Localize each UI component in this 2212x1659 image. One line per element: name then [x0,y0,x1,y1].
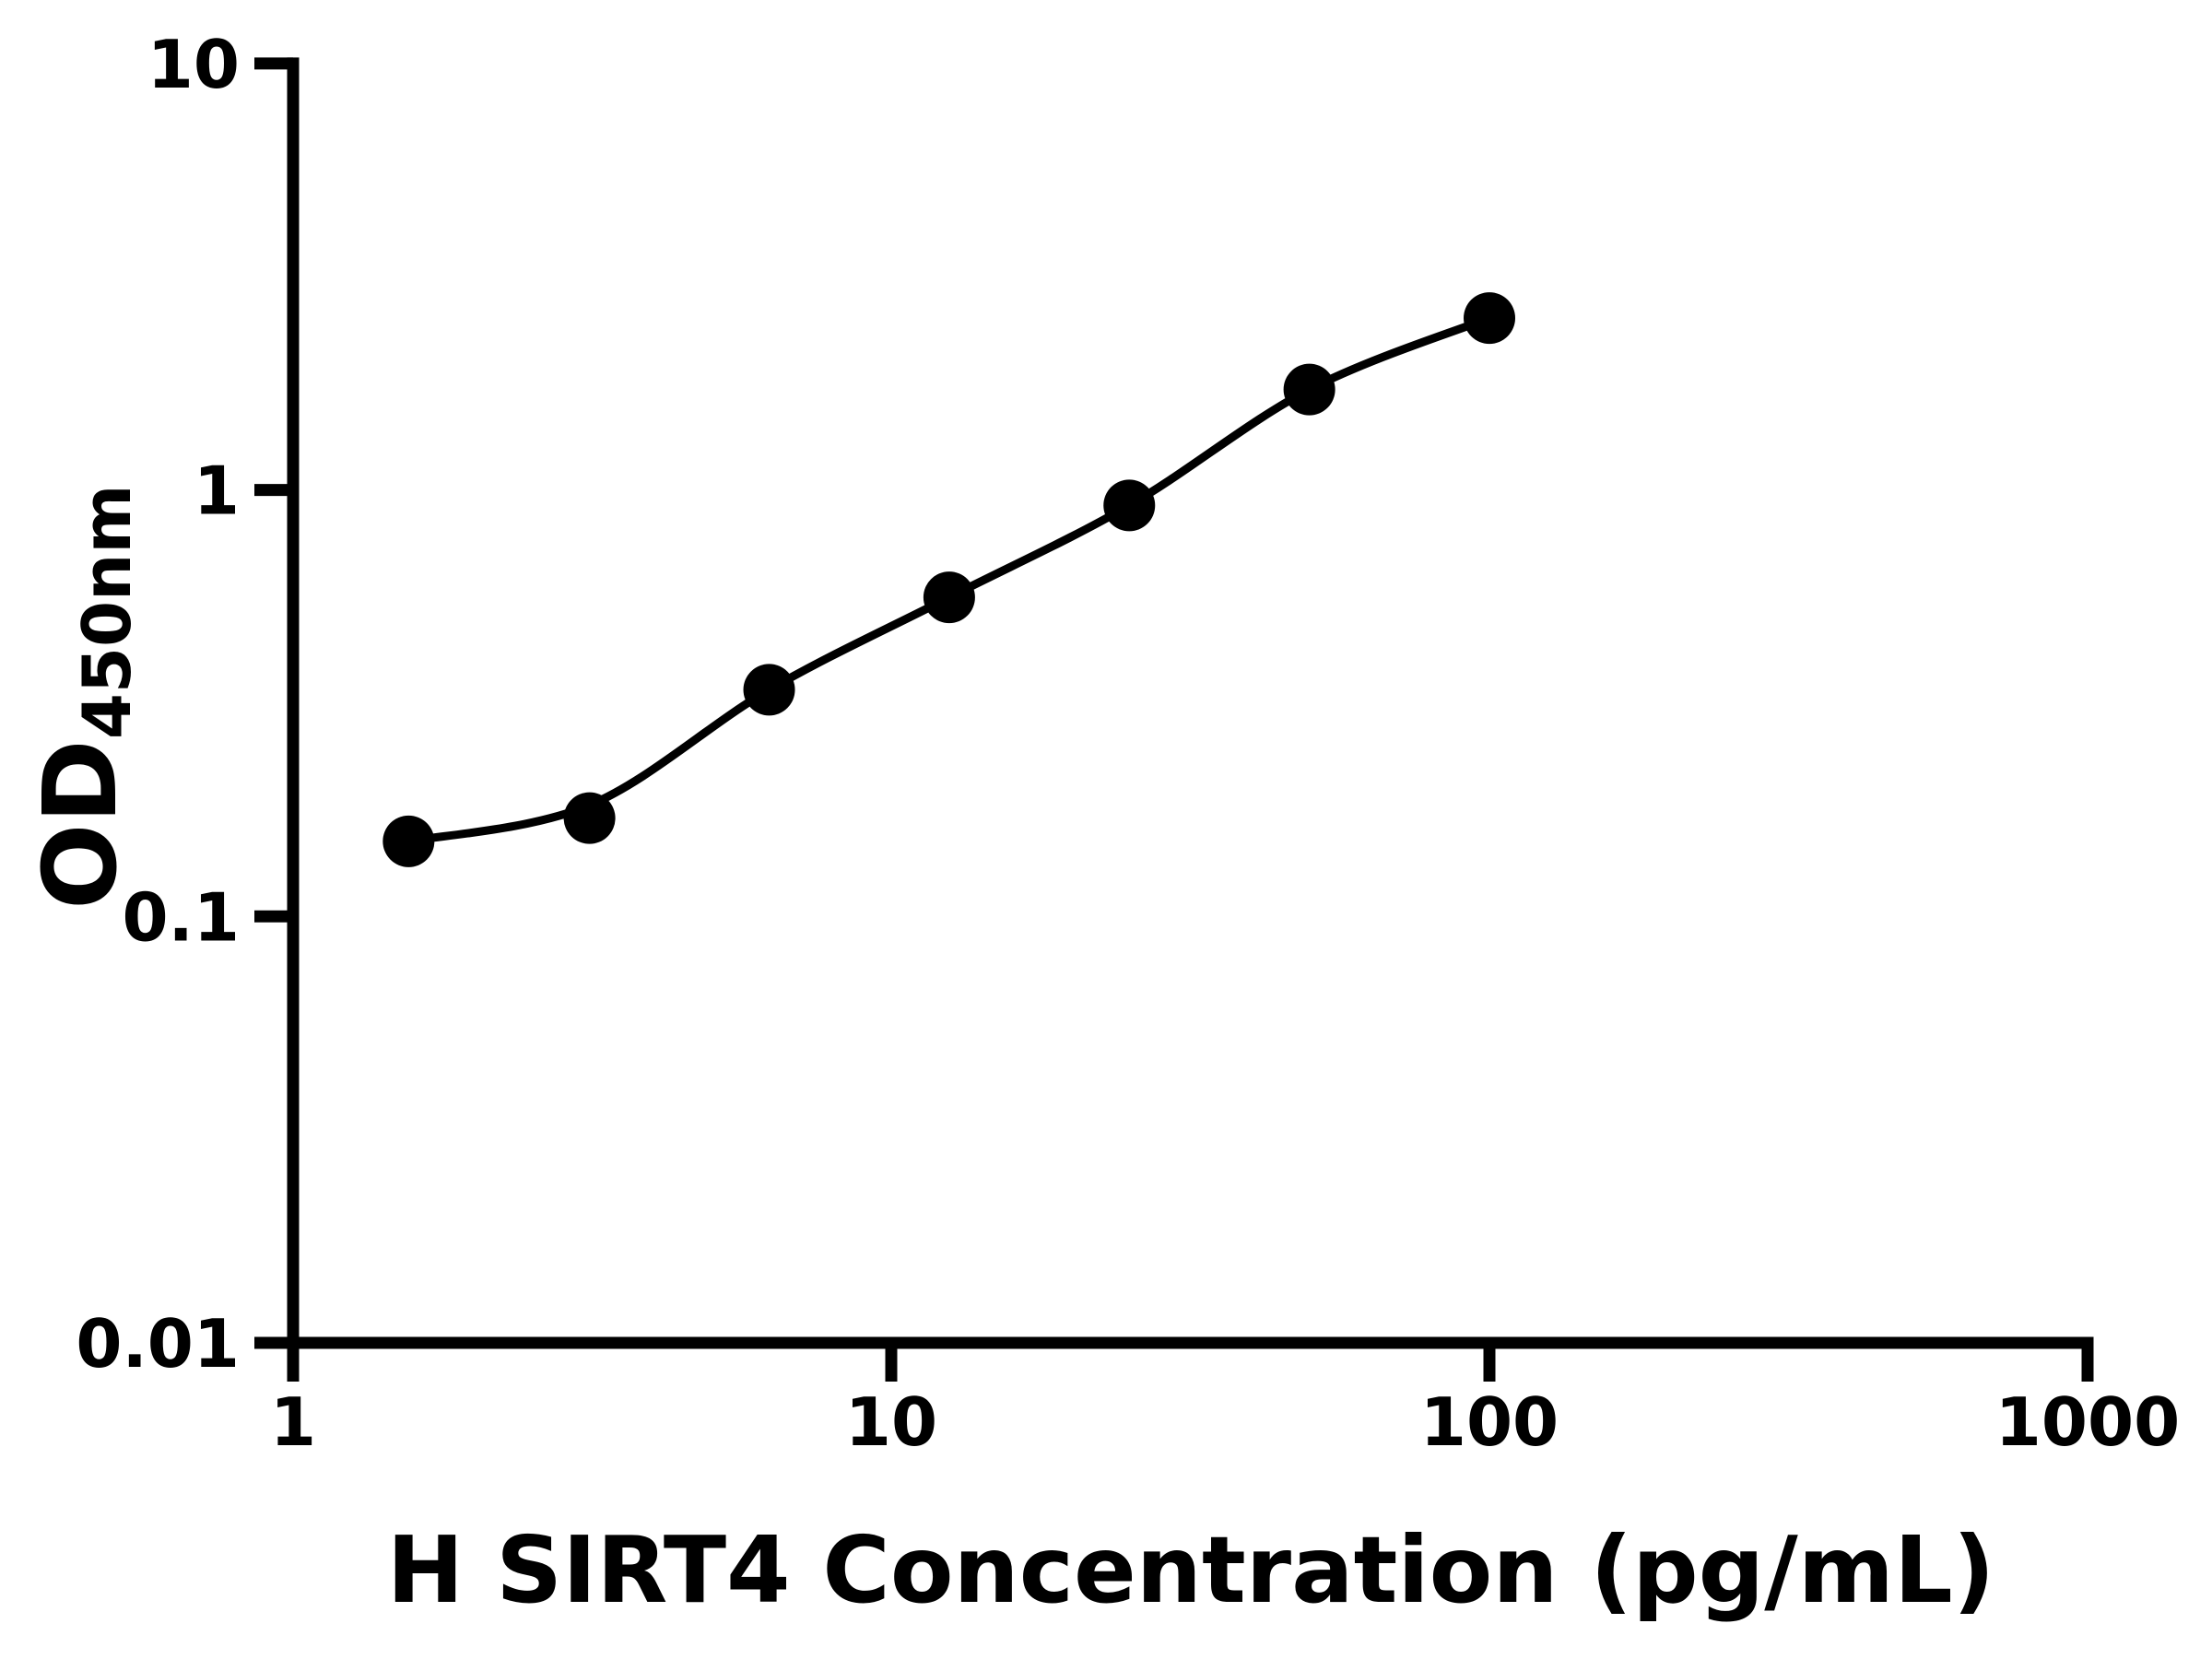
axes-layer [254,57,2094,1382]
x-axis-title: H SIRT4 Concentration (pg/mL) [387,1516,1995,1624]
y-tick-label: 0.1 [122,878,240,956]
data-point-marker [1283,363,1335,416]
data-point-marker [1103,479,1156,532]
x-tick-label: 100 [1420,1383,1559,1461]
y-axis-title-sub: 450nm [68,485,146,740]
data-point-marker [743,664,795,716]
y-tick-label: 0.01 [76,1305,240,1382]
y-axis-title-main: OD [21,739,139,910]
data-point-marker [923,571,975,624]
data-point-marker [563,792,616,844]
y-tick-label: 10 [147,26,240,103]
data-point-marker [1464,292,1515,345]
x-tick-label: 1000 [1995,1383,2180,1461]
data-point-marker [382,815,435,867]
data-layer [382,292,1515,867]
y-axis-title: OD450nm [21,485,146,910]
x-tick-label: 10 [845,1383,937,1461]
y-tick-label: 1 [194,453,240,530]
x-tick-label: 1 [270,1383,316,1461]
tick-label-layer: 10 1 0.1 0.01 1 10 100 1000 [76,26,2180,1461]
